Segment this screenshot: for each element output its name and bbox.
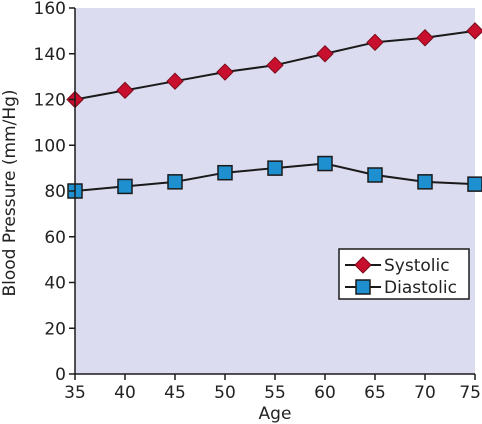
x-tick-label: 65	[364, 383, 386, 403]
series-diastolic	[67, 155, 482, 199]
systolic-point	[316, 45, 334, 63]
series-systolic	[66, 22, 482, 109]
x-tick-label: 55	[264, 383, 286, 403]
systolic-point	[166, 72, 184, 90]
systolic-point	[366, 33, 384, 52]
y-tick-label: 0	[55, 365, 66, 385]
legend-systolic-marker	[354, 256, 372, 274]
systolic-point	[266, 56, 284, 74]
axes	[69, 7, 476, 380]
diastolic-point	[167, 174, 183, 190]
diastolic-point	[267, 160, 283, 176]
series-layer	[66, 22, 482, 199]
y-axis-label: Blood Pressure (mm/Hg)	[0, 89, 20, 296]
diastolic-point	[217, 164, 233, 181]
diastolic-point	[367, 167, 383, 183]
diastolic-point	[117, 178, 133, 195]
y-tick-label: 120	[34, 91, 66, 111]
systolic-point	[416, 29, 434, 47]
x-tick-label: 45	[164, 383, 186, 403]
x-tick-label: 60	[314, 383, 336, 403]
y-tick-label: 100	[34, 136, 66, 156]
y-tick-label: 40	[44, 274, 66, 294]
x-axis-label: Age	[259, 404, 292, 424]
y-tick-label: 20	[44, 319, 66, 339]
diastolic-point	[417, 174, 433, 190]
diastolic-point	[317, 155, 333, 172]
y-tick-label: 140	[34, 45, 66, 65]
legend-diastolic-marker	[355, 279, 371, 295]
x-tick-label: 35	[64, 383, 86, 403]
x-tick-label: 50	[214, 383, 236, 403]
x-tick-label: 70	[414, 383, 436, 403]
legend-systolic-label: Systolic	[384, 256, 450, 276]
systolic-point	[466, 22, 482, 40]
y-tick-label: 160	[34, 0, 66, 19]
x-tick-label: 40	[114, 383, 136, 403]
diastolic-point	[467, 176, 482, 192]
y-tick-label: 80	[44, 182, 66, 202]
y-tick-label: 60	[44, 228, 66, 248]
tick-labels: 0 20 40 60 80 100 120 140 160 35 40 45 50 55 60 65 70 75	[34, 0, 481, 403]
systolic-point	[216, 63, 234, 81]
x-tick-label: 75	[459, 383, 481, 403]
systolic-point	[116, 81, 134, 100]
legend-diastolic-label: Diastolic	[384, 278, 457, 298]
